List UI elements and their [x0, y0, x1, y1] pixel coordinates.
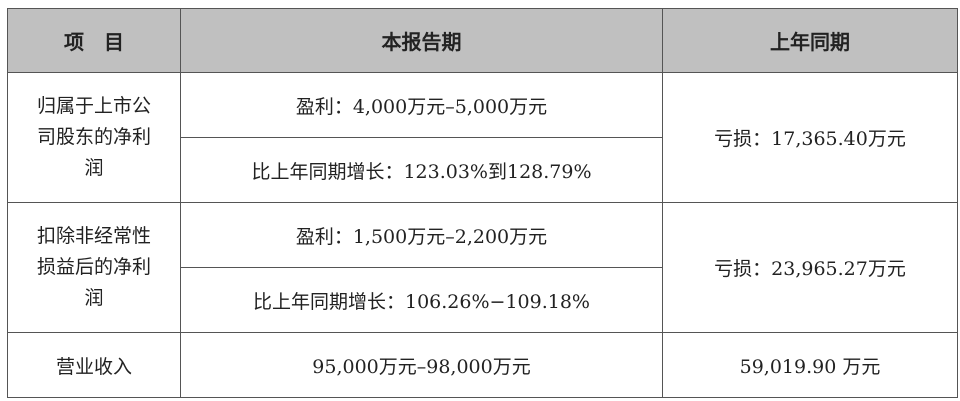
table-row: 比上年同期增长：123.03%到128.79%: [8, 137, 958, 203]
header-item: 项 目: [7, 8, 181, 73]
prior-value: 59,019.90 万元: [662, 332, 958, 398]
current-value: 95,000万元–98,000万元: [180, 332, 663, 398]
row-item-text: 归属于上市公司股东的净利润: [36, 95, 151, 179]
table-row: 营业收入 95,000万元–98,000万元 59,019.90 万元: [7, 332, 958, 398]
table-row: 归属于上市公司股东的净利润 盈利：4,000万元–5,000万元 亏损：17,3…: [7, 72, 958, 203]
header-prior: 上年同期: [662, 8, 958, 73]
header-row: 项 目 本报告期 上年同期: [7, 8, 958, 73]
prior-value: 亏损：17,365.40万元: [662, 72, 958, 203]
current-growth: 比上年同期增长：106.26%−109.18%: [180, 267, 663, 333]
current-profit: 盈利：4,000万元–5,000万元: [180, 72, 663, 138]
current-profit: 盈利：1,500万元–2,200万元: [180, 202, 663, 268]
table-row: 扣除非经常性损益后的净利润 盈利：1,500万元–2,200万元 亏损：23,9…: [7, 202, 958, 333]
table-row: 比上年同期增长：106.26%−109.18%: [8, 267, 958, 333]
header-current: 本报告期: [180, 8, 663, 73]
row-item-text: 扣除非经常性损益后的净利润: [36, 225, 151, 309]
row-item: 营业收入: [7, 332, 181, 398]
prior-value: 亏损：23,965.27万元: [662, 202, 958, 333]
row-item: 归属于上市公司股东的净利润: [7, 72, 181, 203]
current-growth: 比上年同期增长：123.03%到128.79%: [180, 137, 663, 203]
row-item: 扣除非经常性损益后的净利润: [7, 202, 181, 333]
forecast-table: 项 目 本报告期 上年同期 归属于上市公司股东的净利润 盈利：4,000万元–5…: [7, 8, 958, 398]
